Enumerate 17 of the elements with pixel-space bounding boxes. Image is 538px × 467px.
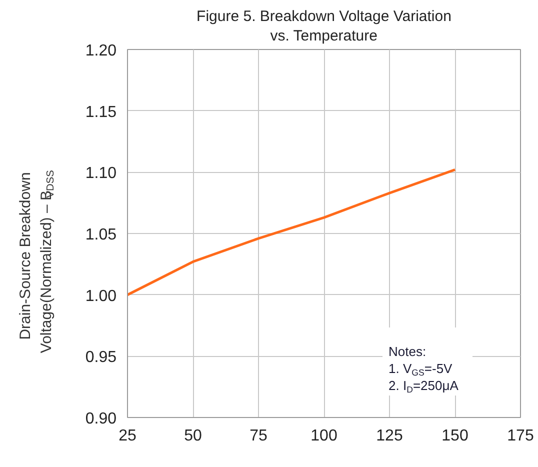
y-tick-label: 1.15 (85, 104, 117, 121)
annotation: Notes: (388, 344, 426, 359)
y-tick-label: 1.00 (85, 288, 117, 305)
x-tick-label: 150 (442, 428, 468, 444)
x-tick-label: 125 (376, 428, 403, 444)
x-tick-label: 100 (310, 428, 338, 444)
x-tick-label: 25 (118, 428, 136, 444)
y-tick-label: 0.95 (85, 349, 117, 366)
line-series (128, 168, 456, 296)
x-tick-label: 50 (184, 428, 202, 444)
y-tick-label: 0.90 (85, 410, 117, 428)
y-tick-label: 1.10 (85, 165, 117, 182)
x-tick-label: 175 (507, 428, 534, 444)
x-tick-label: 75 (250, 428, 268, 444)
chart-title: Figure 5. Breakdown Voltage Variation vs. Temperature (196, 8, 452, 44)
y-tick-label: 1.20 (85, 42, 117, 60)
y-tick-label: 1.05 (85, 226, 117, 244)
